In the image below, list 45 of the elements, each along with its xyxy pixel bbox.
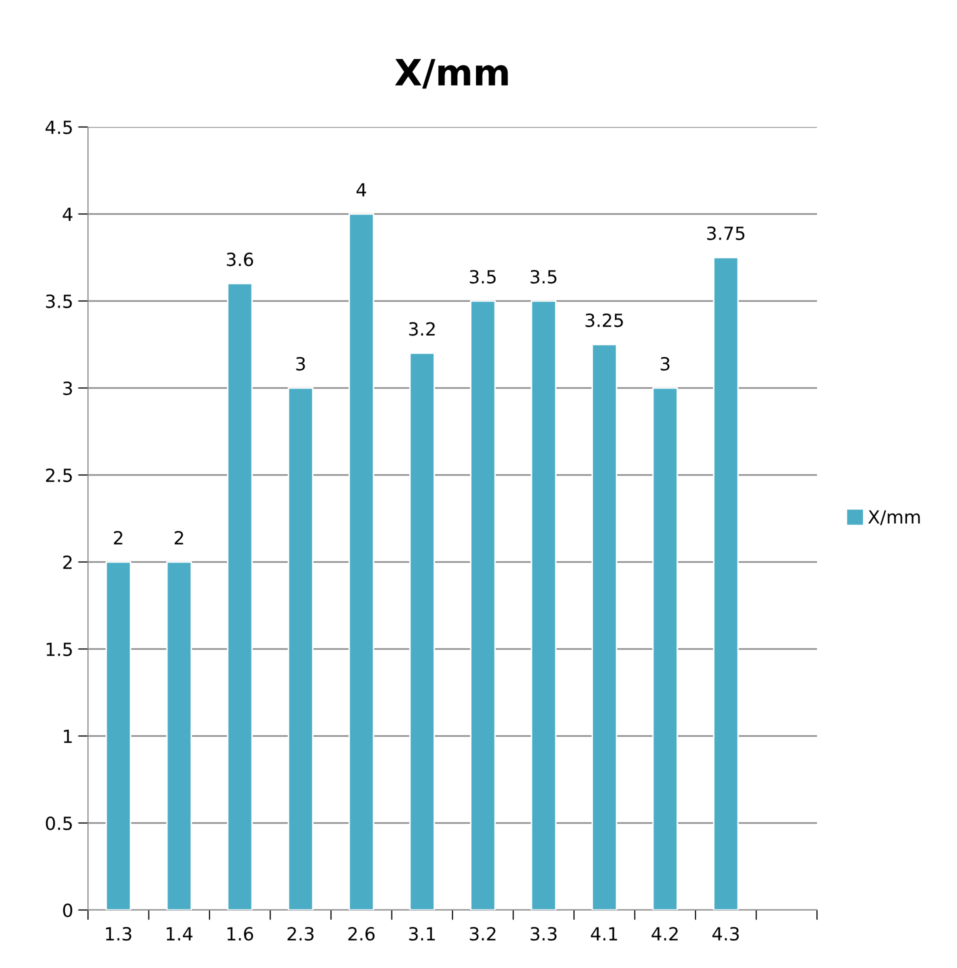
data-label: 3 bbox=[660, 356, 670, 371]
bar bbox=[227, 282, 253, 910]
bar bbox=[713, 256, 739, 910]
data-label: 2 bbox=[114, 530, 122, 544]
x-tick-label: 3.2 bbox=[470, 926, 496, 941]
data-label: 3.5 bbox=[530, 270, 556, 284]
x-tick-label: 1.6 bbox=[228, 926, 254, 941]
chart-title: X/mm bbox=[395, 59, 508, 89]
x-tick-label: 2.3 bbox=[288, 926, 314, 941]
data-label: 3.2 bbox=[409, 322, 435, 336]
y-tick-label: 4 bbox=[62, 208, 72, 221]
bar bbox=[470, 300, 496, 910]
y-tick-label: 3.5 bbox=[46, 294, 72, 308]
x-tick-label: 3.1 bbox=[409, 926, 435, 941]
y-tick-label: 0 bbox=[63, 903, 72, 918]
y-tick-label: 1.5 bbox=[46, 642, 72, 656]
legend-label: X/mm bbox=[868, 510, 920, 526]
x-tick-label: 3.3 bbox=[530, 926, 557, 941]
x-tick-label: 4.2 bbox=[652, 926, 678, 940]
x-tick-label: 1.4 bbox=[166, 927, 192, 940]
x-tick-label: 1.3 bbox=[106, 926, 132, 941]
y-tick-label: 1 bbox=[64, 730, 72, 743]
bar bbox=[288, 387, 314, 910]
data-label: 3.6 bbox=[226, 252, 254, 266]
data-label: 3.25 bbox=[586, 313, 623, 328]
y-tick-label: 2.5 bbox=[46, 468, 72, 482]
bar bbox=[409, 352, 435, 910]
x-tick-label: 4.3 bbox=[712, 926, 739, 941]
bar bbox=[652, 387, 678, 910]
x-tick-label: 2.6 bbox=[348, 926, 375, 941]
data-label: 2 bbox=[174, 530, 184, 544]
bar bbox=[592, 344, 618, 910]
bar bbox=[166, 561, 192, 910]
data-label: 3.5 bbox=[470, 270, 496, 284]
data-label: 4 bbox=[356, 183, 366, 196]
y-tick-label: 4.5 bbox=[46, 120, 72, 134]
bar bbox=[106, 561, 132, 910]
y-tick-label: 2 bbox=[63, 555, 72, 569]
data-label: 3.75 bbox=[707, 226, 744, 240]
data-label: 3 bbox=[296, 356, 305, 371]
y-tick-label: 0.5 bbox=[46, 816, 72, 830]
x-tick-label: 4.1 bbox=[590, 927, 618, 940]
bar bbox=[348, 213, 374, 910]
y-tick-label: 3 bbox=[63, 381, 72, 396]
bar bbox=[530, 300, 556, 910]
